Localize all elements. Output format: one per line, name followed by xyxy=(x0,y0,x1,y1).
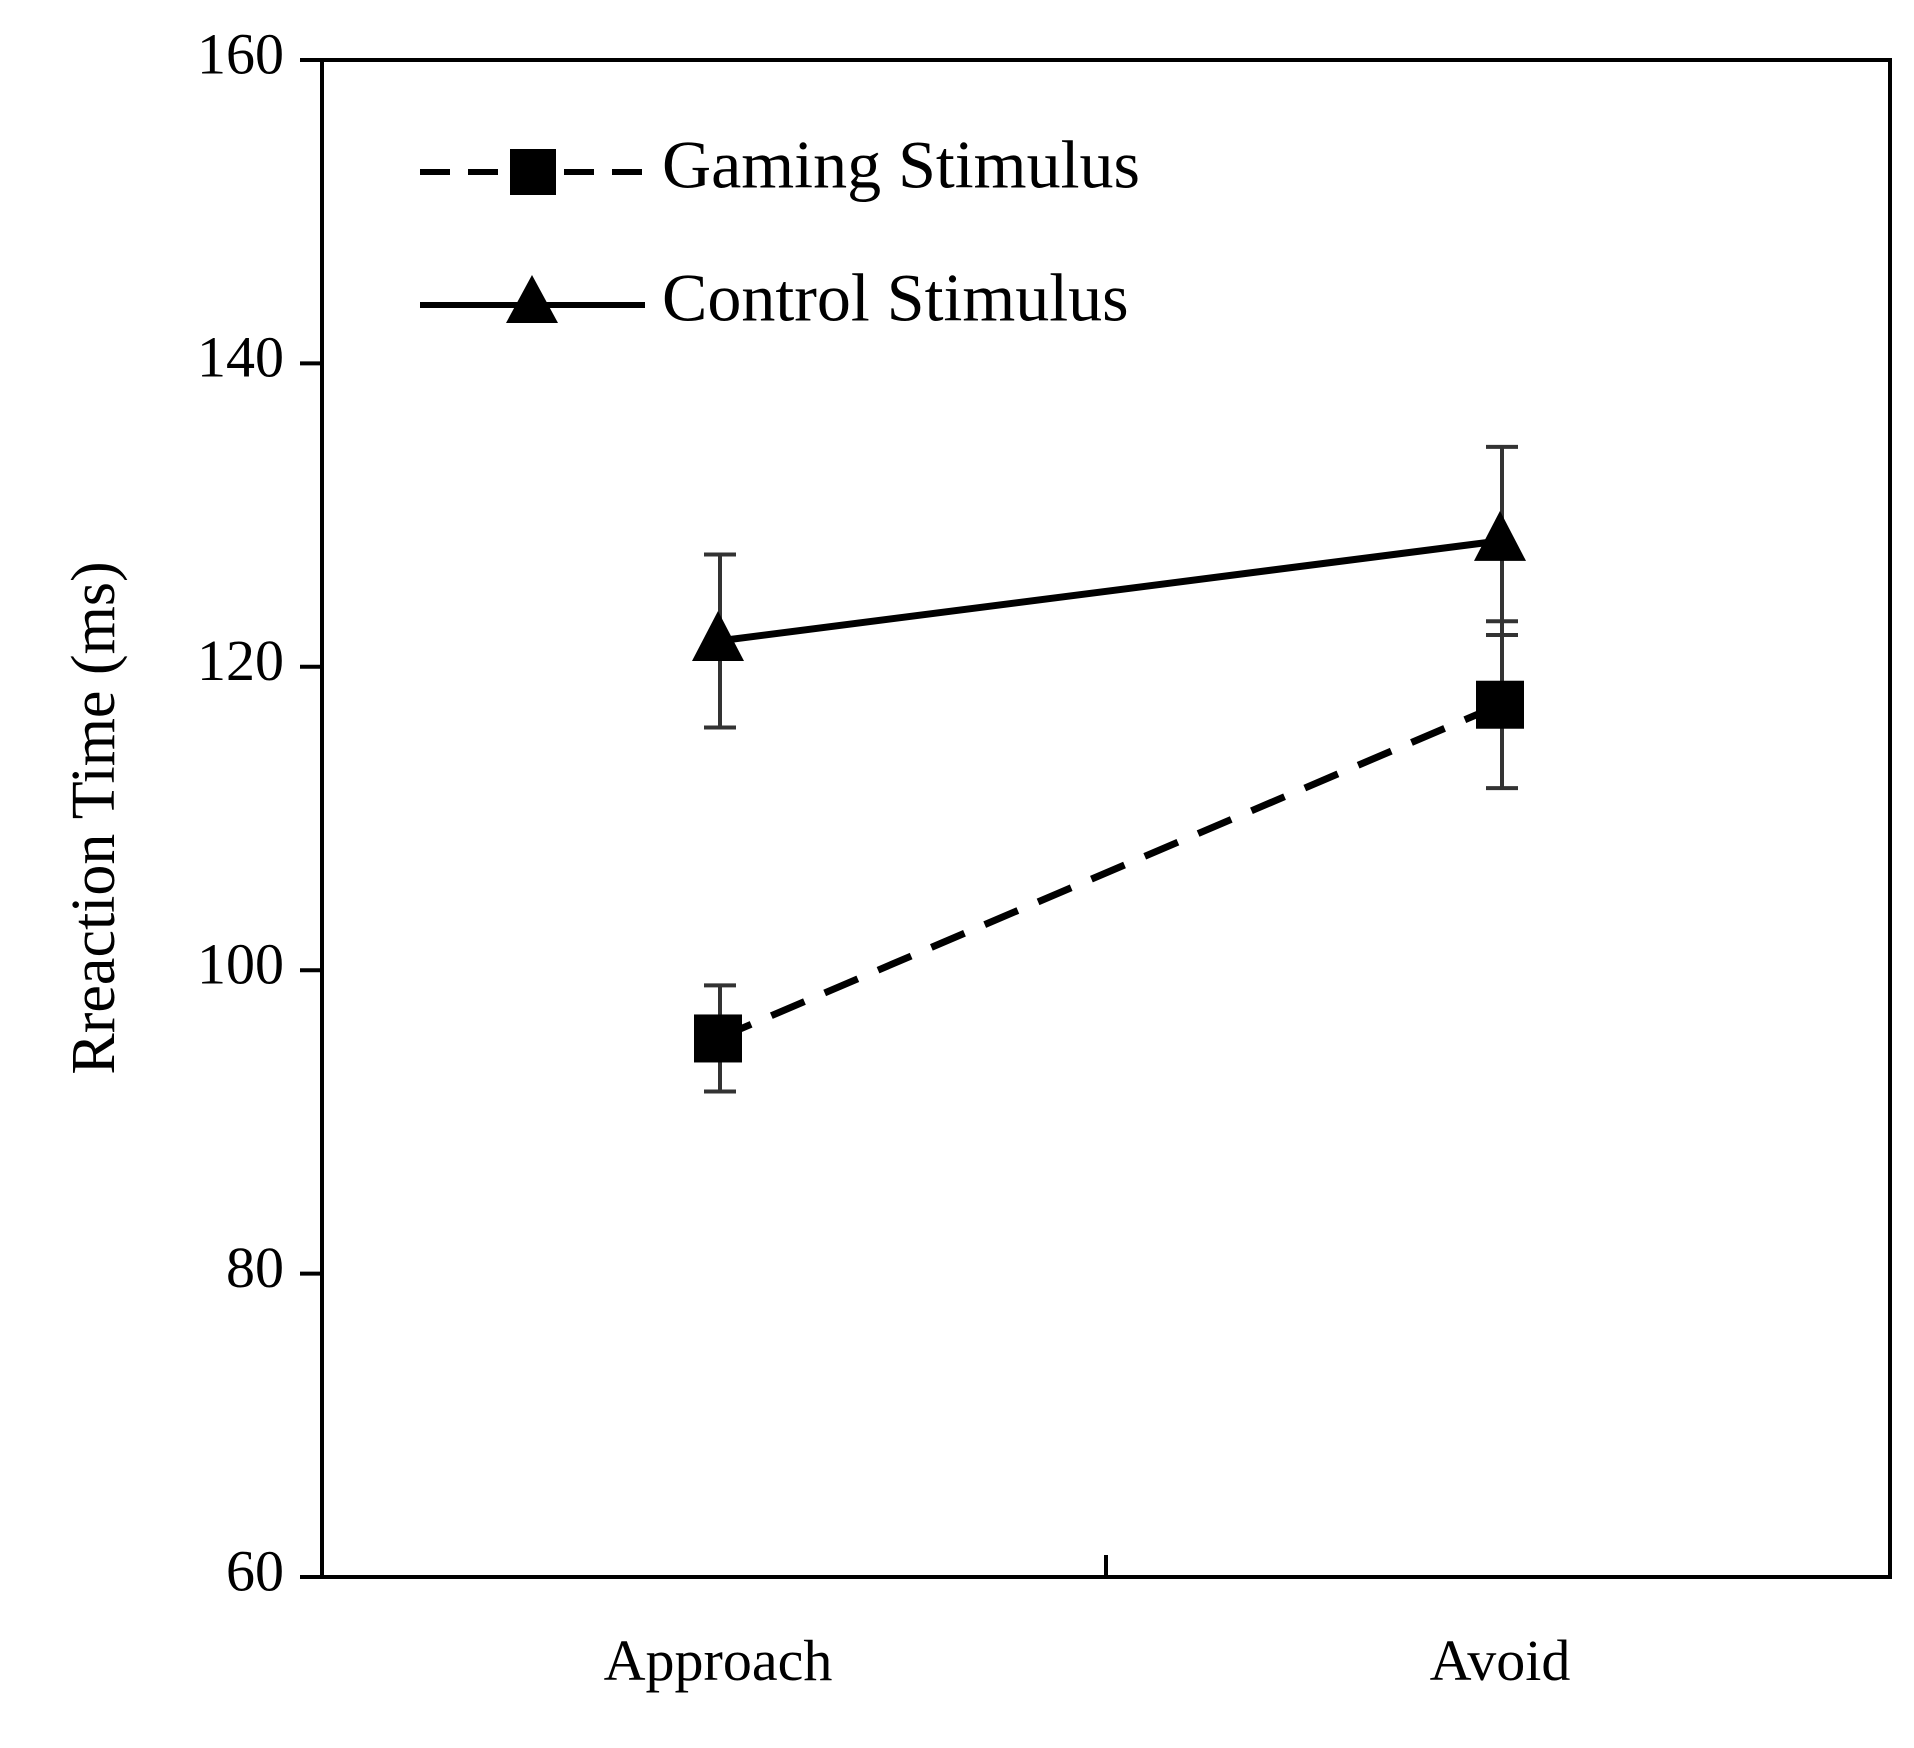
y-tick-label-60: 60 xyxy=(226,1538,284,1603)
y-tick-label-160: 160 xyxy=(197,21,284,86)
marker-triangle-0 xyxy=(692,611,744,662)
marker-square-0 xyxy=(694,1014,742,1063)
legend: Gaming Stimulus Control Stimulus xyxy=(420,127,1140,336)
legend-marker-square xyxy=(510,149,556,195)
legend-label-gaming-stimulus: Gaming Stimulus xyxy=(662,127,1140,203)
series-line-gaming-stimulus xyxy=(716,701,1502,1042)
series-line-control-stimulus xyxy=(717,537,1501,645)
y-axis-title: Rreaction Time (ms) xyxy=(60,561,128,1074)
series-layer xyxy=(692,444,1526,1094)
x-tick-label-avoid: Avoid xyxy=(1430,1628,1571,1693)
series-control-stimulus xyxy=(692,444,1526,730)
y-tick-label-100: 100 xyxy=(197,932,284,997)
y-tick-label-120: 120 xyxy=(197,628,284,693)
y-tick-label-80: 80 xyxy=(226,1235,284,1300)
y-tick-label-140: 140 xyxy=(197,325,284,390)
x-tick-label-approach: Approach xyxy=(604,1628,833,1693)
series-gaming-stimulus xyxy=(694,619,1524,1094)
legend-label-control-stimulus: Control Stimulus xyxy=(662,260,1129,336)
marker-triangle-1 xyxy=(1474,510,1526,561)
marker-square-1 xyxy=(1476,680,1524,729)
y-axis: 60 80 100 120 140 160 xyxy=(197,21,322,1603)
x-axis: Approach Avoid xyxy=(604,1555,1571,1693)
legend-marker-triangle xyxy=(506,275,558,323)
